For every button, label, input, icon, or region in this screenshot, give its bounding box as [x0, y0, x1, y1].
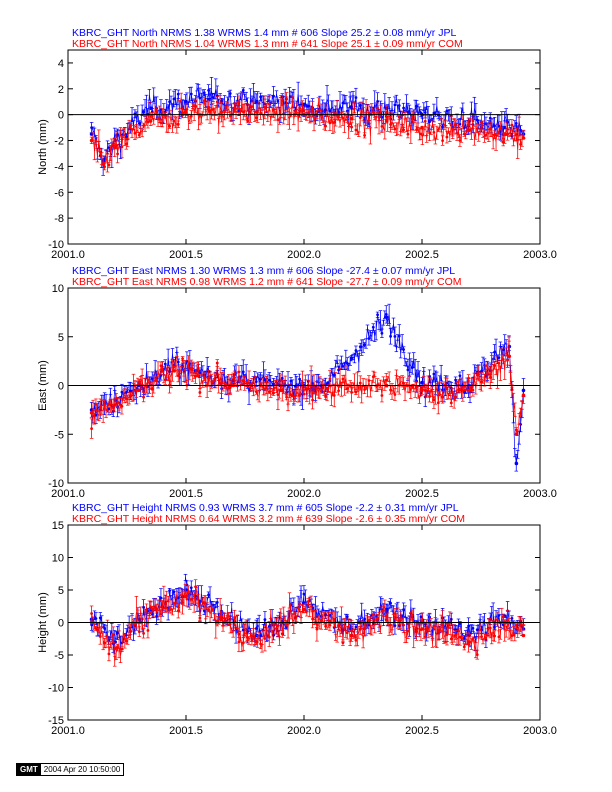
data-point [349, 116, 354, 121]
data-point [502, 132, 507, 136]
data-point [502, 125, 507, 130]
data-point [467, 119, 472, 123]
y-tick-label: -4 [54, 161, 64, 173]
x-tick-label: 2002.5 [405, 488, 439, 500]
y-tick-label: -10 [48, 239, 64, 251]
chart-title-line-1: KBRC_GHT East NRMS 1.30 WRMS 1.3 mm # 60… [72, 265, 455, 277]
chart-panel-2: KBRC_GHT East NRMS 1.30 WRMS 1.3 mm # 60… [37, 265, 557, 500]
data-point [521, 388, 526, 393]
x-tick-label: 2001.5 [169, 249, 203, 261]
y-tick-label: 10 [52, 283, 64, 295]
data-point [514, 432, 519, 437]
data-point [384, 119, 389, 123]
data-point [325, 381, 330, 386]
data-point [89, 411, 94, 415]
data-point [278, 388, 283, 393]
y-tick-label: -5 [54, 429, 64, 441]
chart-title-line-1: KBRC_GHT Height NRMS 0.93 WRMS 3.7 mm # … [72, 502, 459, 514]
chart-title-line-2: KBRC_GHT East NRMS 0.98 WRMS 1.2 mm # 64… [72, 276, 462, 288]
data-point [521, 136, 526, 140]
chart-panel-3: KBRC_GHT Height NRMS 0.93 WRMS 3.7 mm # … [37, 502, 557, 737]
x-tick-label: 2002.0 [287, 249, 321, 261]
x-tick-label: 2002.0 [287, 488, 321, 500]
data-point [172, 369, 176, 373]
series-line [91, 339, 524, 434]
x-tick-label: 2002.5 [405, 249, 439, 261]
data-point [302, 102, 306, 107]
data-point [420, 388, 424, 393]
y-tick-label: 5 [58, 332, 64, 344]
chart-title-line-2: KBRC_GHT Height NRMS 0.64 WRMS 3.2 mm # … [72, 513, 465, 525]
y-tick-label: 0 [58, 110, 64, 122]
data-point [184, 110, 188, 114]
x-tick-label: 2001.0 [51, 249, 85, 261]
data-point [101, 162, 106, 166]
series-com [89, 92, 526, 173]
data-point [90, 126, 93, 129]
data-point [420, 125, 424, 130]
data-point [311, 398, 314, 402]
data-point [471, 119, 475, 123]
data-point [521, 393, 526, 398]
x-tick-label: 2003.0 [523, 249, 557, 261]
data-point [148, 119, 153, 123]
data-point [89, 138, 94, 143]
data-point [184, 99, 188, 104]
chart-title-line-2: KBRC_GHT North NRMS 1.04 WRMS 1.3 mm # 6… [72, 38, 463, 50]
data-point [420, 380, 424, 385]
y-tick-label: 4 [58, 58, 64, 70]
data-point [384, 110, 388, 114]
data-point [90, 427, 93, 431]
data-point [384, 315, 389, 320]
data-point [254, 110, 259, 114]
y-axis-label: East (mm) [37, 360, 49, 411]
data-point [196, 373, 200, 378]
chart-panel-1: KBRC_GHT North NRMS 1.38 WRMS 1.4 mm # 6… [37, 27, 557, 261]
data-point [215, 361, 219, 365]
data-point [207, 108, 212, 113]
x-tick-label: 2003.0 [523, 488, 557, 500]
chart-title-line-1: KBRC_GHT North NRMS 1.38 WRMS 1.4 mm # 6… [72, 27, 456, 39]
y-tick-label: -2 [54, 136, 64, 148]
data-point [137, 388, 141, 393]
data-point [467, 388, 472, 393]
series-com [89, 336, 526, 439]
data-point [349, 105, 354, 109]
x-tick-label: 2001.5 [169, 488, 203, 500]
series-jpl [89, 77, 526, 176]
y-axis-label: North (mm) [37, 119, 49, 175]
y-tick-label: 2 [58, 84, 64, 96]
data-point [113, 145, 117, 149]
y-tick-label: -10 [48, 478, 64, 490]
data-point [207, 97, 212, 101]
y-tick-label: 0 [58, 381, 64, 393]
data-point [254, 99, 259, 104]
data-point [198, 391, 202, 394]
data-point [325, 386, 330, 391]
y-tick-label: -8 [54, 213, 64, 225]
data-point [514, 461, 519, 466]
data-point [467, 128, 472, 132]
plot-frame [67, 49, 541, 245]
data-point [507, 354, 512, 359]
y-tick-label: -6 [54, 187, 64, 199]
data-point [113, 403, 117, 407]
x-tick-label: 2001.0 [51, 488, 85, 500]
